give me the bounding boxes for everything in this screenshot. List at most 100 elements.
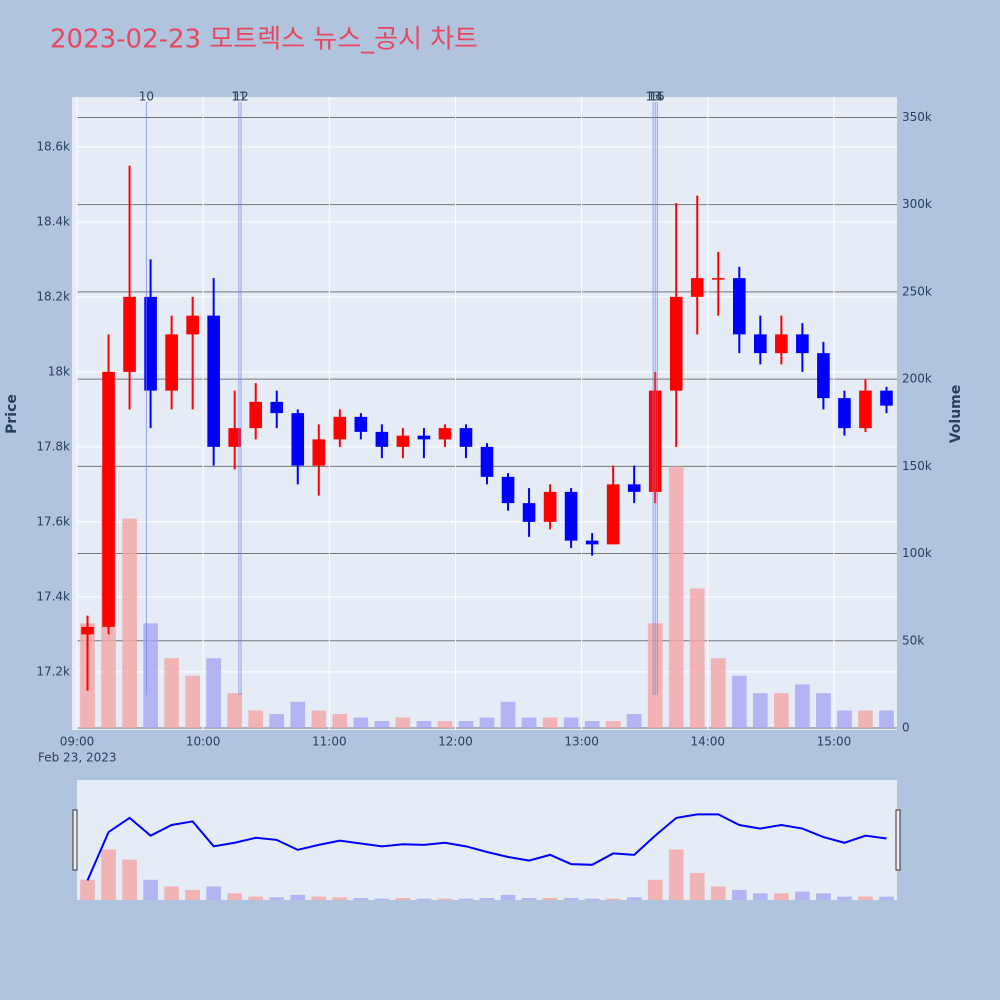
y-axis-title: Price xyxy=(4,394,20,434)
x-tick-label: 15:00 xyxy=(817,735,852,749)
x-tick-label: 10:00 xyxy=(186,735,221,749)
candle-body xyxy=(564,491,578,541)
candle-body xyxy=(144,296,157,391)
news-label: 13 xyxy=(645,90,660,104)
candle-body xyxy=(543,491,557,522)
candle-body xyxy=(375,431,389,447)
volume-bar xyxy=(395,717,411,728)
volume-bar xyxy=(752,693,768,728)
mini-volume-bar xyxy=(710,886,726,900)
mini-volume-bar xyxy=(353,897,369,900)
news-label: 15 xyxy=(650,90,665,104)
mini-volume-bar xyxy=(122,859,137,900)
mini-volume-bar xyxy=(795,891,810,900)
mini-volume-bar xyxy=(416,898,432,900)
mini-volume-bar xyxy=(311,896,327,900)
mini-volume-bar xyxy=(227,893,243,900)
volume-bar xyxy=(206,658,222,728)
candle-body xyxy=(102,371,115,627)
candle-body xyxy=(859,390,872,429)
mini-volume-bar xyxy=(332,897,348,900)
mini-volume-bar xyxy=(668,849,684,900)
volume-bar xyxy=(311,710,327,728)
candle-body xyxy=(165,334,178,391)
y2-tick-label: 150k xyxy=(902,459,932,473)
y2-tick-label: 350k xyxy=(902,110,932,124)
candle-body xyxy=(711,278,725,280)
candle-body xyxy=(796,334,809,354)
mini-price-line xyxy=(86,813,887,881)
mini-volume-bar xyxy=(458,898,474,900)
candle-body xyxy=(501,476,515,504)
y-tick-label: 17.6k xyxy=(36,514,70,528)
candle-body xyxy=(417,435,431,440)
candle-body xyxy=(838,398,851,429)
y2-tick-label: 200k xyxy=(902,372,932,386)
plot-area xyxy=(72,97,897,730)
mini-volume-bar xyxy=(248,896,264,900)
candle-body xyxy=(669,296,683,391)
candle-body xyxy=(291,413,305,466)
mini-volume-bar xyxy=(374,898,390,900)
mini-volume-bar xyxy=(774,893,789,900)
mini-volume-bar xyxy=(437,898,453,900)
candle-body xyxy=(249,401,263,429)
volume-bar xyxy=(542,717,558,728)
volume-bar xyxy=(731,675,747,728)
news-label: 11 xyxy=(231,90,246,104)
mini-volume-bar xyxy=(837,896,852,900)
mini-volume-bar xyxy=(206,886,222,900)
candle-body xyxy=(733,278,746,335)
candle-body xyxy=(459,428,473,447)
range-handle[interactable] xyxy=(72,809,78,871)
y-tick-label: 17.8k xyxy=(36,439,70,453)
mini-volume-bar xyxy=(479,897,495,900)
candle-body xyxy=(880,390,893,406)
volume-bar xyxy=(248,710,264,728)
mini-volume-bar xyxy=(101,849,116,900)
volume-bar xyxy=(479,717,495,728)
volume-bar xyxy=(563,717,579,728)
volume-bar xyxy=(353,717,369,728)
volume-bar xyxy=(269,714,285,728)
y-tick-label: 18.4k xyxy=(36,214,70,228)
range-handle[interactable] xyxy=(895,809,901,871)
y-tick-label: 18k xyxy=(48,364,70,378)
candle-body xyxy=(585,540,599,545)
y-tick-label: 18.2k xyxy=(36,289,70,303)
volume-bar xyxy=(837,710,852,728)
y2-tick-label: 100k xyxy=(902,546,932,560)
volume-bar xyxy=(816,693,831,728)
volume-bar xyxy=(458,721,474,728)
mini-volume-bar xyxy=(584,898,600,900)
mini-volume-bar xyxy=(731,889,747,900)
candle-body xyxy=(81,626,94,635)
volume-bar xyxy=(143,623,158,728)
candle-body xyxy=(522,503,536,522)
mini-volume-bar xyxy=(563,897,579,900)
mini-volume-bar xyxy=(290,894,306,900)
candle-body xyxy=(627,484,641,492)
mini-volume-bar xyxy=(879,896,894,900)
mini-volume-bar xyxy=(752,893,768,900)
mini-volume-bar xyxy=(164,886,179,900)
mini-volume-bar xyxy=(605,898,621,900)
volume-bar xyxy=(795,684,810,728)
volume-bar xyxy=(879,710,894,728)
news-label: 10 xyxy=(139,90,154,104)
mini-volume-bar xyxy=(521,897,537,900)
rangeslider[interactable] xyxy=(77,780,897,900)
candle-body xyxy=(186,315,199,335)
mini-volume-bar xyxy=(80,879,95,900)
volume-bar xyxy=(185,675,200,728)
mini-volume-bar xyxy=(143,879,158,900)
y2-tick-label: 250k xyxy=(902,284,932,298)
x-tick-label: 13:00 xyxy=(564,735,599,749)
volume-bar xyxy=(584,721,600,728)
candle-body xyxy=(396,435,410,447)
candle-body xyxy=(775,334,788,354)
mini-volume-bar xyxy=(858,896,873,900)
x-sublabel: Feb 23, 2023 xyxy=(38,751,117,765)
volume-bar xyxy=(164,658,179,728)
